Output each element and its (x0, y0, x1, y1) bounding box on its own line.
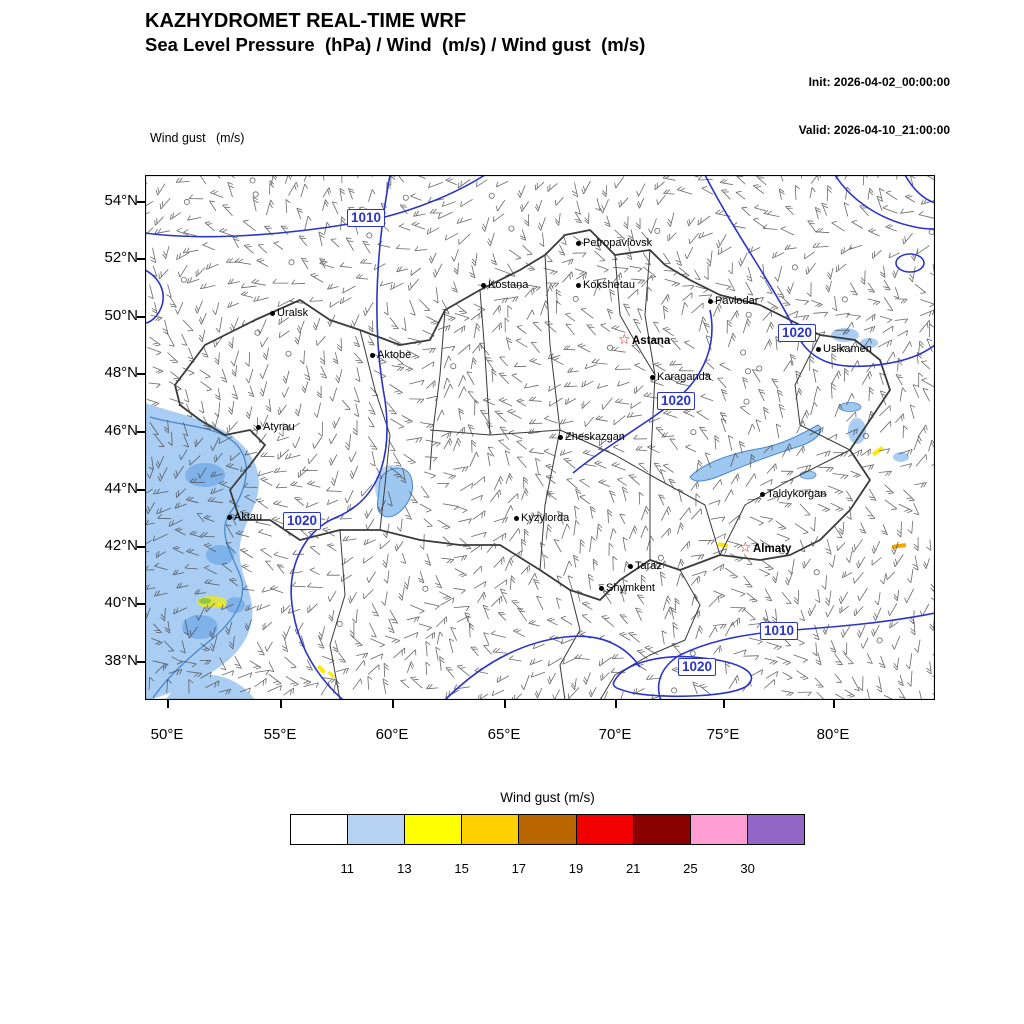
lon-label: 55°E (263, 726, 297, 743)
lat-tick (137, 201, 145, 203)
lon-tick (504, 700, 506, 708)
lat-label: 38°N (104, 652, 138, 669)
model-run-info: Init: 2026-04-02_00:00:00 Valid: 2026-04… (799, 42, 950, 170)
lat-tick (137, 661, 145, 663)
lat-label: 48°N (104, 364, 138, 381)
colorbar-cell (518, 814, 577, 845)
lon-label: 50°E (150, 726, 184, 743)
lon-tick (723, 700, 725, 708)
colorbar-cell (746, 814, 805, 845)
lon-tick (280, 700, 282, 708)
lat-label: 44°N (104, 480, 138, 497)
colorbar (290, 814, 805, 845)
aral-sea (377, 467, 413, 518)
colorbar-cell (347, 814, 406, 845)
lon-label: 65°E (487, 726, 521, 743)
lat-label: 46°N (104, 422, 138, 439)
colorbar-tick-label: 17 (511, 861, 527, 876)
lon-tick (833, 700, 835, 708)
legend-line-windgust: Wind gust (m/s) (150, 131, 245, 145)
map-graphics (145, 175, 935, 700)
lat-label: 42°N (104, 537, 138, 554)
lon-tick (167, 700, 169, 708)
water-bodies (149, 402, 862, 699)
lat-tick (137, 316, 145, 318)
country-borders (174, 229, 891, 700)
lat-tick (137, 431, 145, 433)
lat-tick (137, 489, 145, 491)
lon-label: 80°E (816, 726, 850, 743)
lat-label: 50°N (104, 307, 138, 324)
colorbar-tick-label: 13 (397, 861, 412, 876)
lat-tick (137, 373, 145, 375)
colorbar-tick-label: 19 (568, 861, 584, 876)
colorbar-cell (290, 814, 349, 845)
lon-tick (615, 700, 617, 708)
lat-label: 54°N (104, 192, 138, 209)
colorbar-cell (632, 814, 691, 845)
colorbar-title: Wind gust (m/s) (500, 790, 595, 805)
lon-tick (392, 700, 394, 708)
colorbar-tick-label: 21 (625, 861, 641, 876)
lat-tick (137, 258, 145, 260)
lat-label: 52°N (104, 249, 138, 266)
map-canvas: Petropavlovsk Kostana Kokshetau Pavlodar Ura… (145, 175, 935, 700)
colorbar-tick-label: 30 (740, 861, 755, 876)
lon-label: 75°E (706, 726, 740, 743)
init-time: Init: 2026-04-02_00:00:00 (808, 75, 950, 89)
page-subtitle: Sea Level Pressure (hPa) / Wind (m/s) / … (145, 34, 646, 55)
lon-label: 60°E (375, 726, 409, 743)
lat-tick (137, 546, 145, 548)
valid-time: Valid: 2026-04-10_21:00:00 (798, 123, 950, 137)
lat-label: 40°N (104, 594, 138, 611)
page-title: KAZHYDROMET REAL-TIME WRF (145, 10, 467, 32)
colorbar-tick-label: 15 (454, 861, 469, 876)
colorbar-tick-label: 11 (340, 861, 354, 876)
map-frame-border (145, 175, 935, 700)
lat-tick (137, 603, 145, 605)
colorbar-tick-label: 25 (683, 861, 698, 876)
colorbar-cell (404, 814, 463, 845)
colorbar-cell (689, 814, 748, 845)
lon-label: 70°E (598, 726, 632, 743)
colorbar-cell (575, 814, 634, 845)
colorbar-cell (461, 814, 520, 845)
